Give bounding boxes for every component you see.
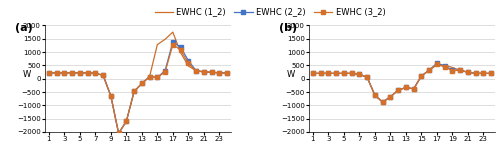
Text: (a): (a) <box>15 23 33 33</box>
Legend: EWHC (1_2), EWHC (2_2), EWHC (3_2): EWHC (1_2), EWHC (2_2), EWHC (3_2) <box>152 4 388 20</box>
Text: (b): (b) <box>280 23 297 33</box>
Y-axis label: W: W <box>22 70 30 79</box>
Y-axis label: W: W <box>286 70 294 79</box>
